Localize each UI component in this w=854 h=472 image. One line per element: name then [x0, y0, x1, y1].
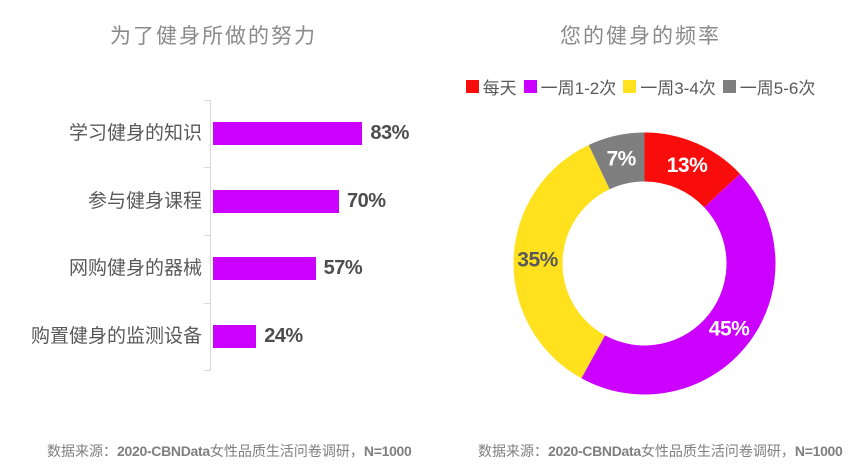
- bar-chart-title: 为了健身所做的努力: [110, 25, 317, 48]
- legend-item-5-6-per-week: 一周5-6次: [722, 74, 816, 99]
- donut-svg: 13% 45% 35% 7%: [513, 132, 776, 395]
- axis-tick: [204, 303, 210, 304]
- bar: [213, 190, 339, 213]
- bar: [213, 325, 256, 348]
- legend-item-label: 一周1-2次: [540, 78, 617, 98]
- donut-slice-3: [588, 132, 645, 190]
- legend-swatch: [623, 79, 637, 93]
- source-prefix: 数据来源：: [478, 443, 548, 459]
- legend-item-everyday: 每天: [465, 74, 517, 99]
- bar-row: 参与健身课程 70%: [0, 168, 427, 235]
- donut-slice-label-0: 13%: [667, 154, 708, 177]
- donut-slice-0: [644, 132, 740, 208]
- source-middle: 女性品质生活问卷调研，: [640, 443, 795, 459]
- bar-category-label: 学习健身的知识: [68, 123, 202, 144]
- axis-tick: [204, 235, 210, 236]
- data-source-right: 数据来源：2020-CBNData女性品质生活问卷调研，N=1000: [478, 441, 843, 461]
- donut-slice-label-3: 7%: [606, 148, 636, 171]
- legend-item-1-2-per-week: 一周1-2次: [523, 74, 617, 99]
- data-source-left: 数据来源：2020-CBNData女性品质生活问卷调研，N=1000: [47, 441, 412, 461]
- legend-item-label: 每天: [482, 78, 517, 98]
- source-name: 2020-CBNData: [117, 443, 210, 459]
- bar-category-label: 参与健身课程: [87, 191, 202, 212]
- source-sample-size: N=1000: [794, 443, 843, 459]
- legend-swatch: [722, 79, 736, 93]
- legend-swatch: [465, 79, 479, 93]
- bar-row: 购置健身的监测设备 24%: [0, 303, 427, 370]
- bar-value-label: 83%: [370, 122, 409, 144]
- donut-chart-title: 您的健身的频率: [560, 25, 721, 48]
- axis-tick: [204, 167, 210, 168]
- bar-value-label: 57%: [323, 257, 363, 279]
- legend-item-label: 一周3-4次: [640, 78, 716, 98]
- bar-value-label: 24%: [264, 325, 303, 347]
- legend-item-label: 一周5-6次: [739, 78, 816, 98]
- bar: [213, 122, 362, 145]
- axis-tick: [204, 100, 210, 101]
- donut-slice-2: [513, 144, 610, 379]
- source-sample-size: N=1000: [363, 443, 412, 459]
- category-axis-line: [210, 100, 211, 371]
- bar-row: 学习健身的知识 83%: [0, 100, 427, 167]
- source-name: 2020-CBNData: [548, 443, 641, 459]
- bar-category-label: 网购健身的器械: [68, 258, 202, 279]
- donut-slice-1: [581, 173, 776, 395]
- source-prefix: 数据来源：: [47, 443, 117, 459]
- donut-legend: 每天 一周1-2次 一周3-4次 一周5-6次: [427, 74, 854, 99]
- legend-swatch: [523, 79, 537, 93]
- source-middle: 女性品质生活问卷调研，: [209, 443, 364, 459]
- donut-chart: 13% 45% 35% 7%: [512, 131, 777, 396]
- bar-category-label: 购置健身的监测设备: [30, 326, 202, 347]
- axis-tick: [204, 370, 210, 371]
- donut-slice-label-2: 35%: [517, 249, 558, 272]
- bar: [213, 257, 316, 280]
- donut-slice-label-1: 45%: [709, 318, 750, 341]
- legend-item-3-4-per-week: 一周3-4次: [623, 74, 716, 99]
- bar-value-label: 70%: [347, 190, 386, 212]
- bar-row: 网购健身的器械 57%: [0, 235, 427, 302]
- bar-chart: 学习健身的知识 83% 参与健身课程 70% 网购健身的器械 57% 购置健身的…: [0, 100, 427, 371]
